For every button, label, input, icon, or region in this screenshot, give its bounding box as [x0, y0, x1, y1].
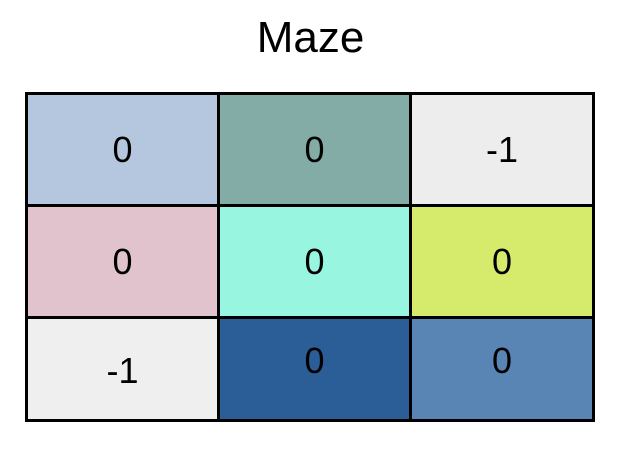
cell-value: 0	[112, 240, 133, 282]
maze-cell-r2-c2: 0	[412, 319, 592, 419]
maze-cell-r0-c2: -1	[412, 95, 592, 204]
maze-cell-r0-c0: 0	[28, 95, 217, 204]
maze-cell-r1-c2: 0	[412, 207, 592, 316]
cell-value: 0	[491, 240, 513, 282]
maze-cell-r1-c0: 0	[28, 207, 217, 316]
maze-cell-r2-c1: 0	[220, 319, 409, 419]
cell-value: 0	[304, 240, 325, 282]
maze-title: Maze	[256, 13, 365, 62]
cell-value: 0	[304, 128, 325, 170]
cell-value: -1	[485, 128, 518, 170]
cell-value: 0	[491, 340, 513, 381]
maze-grid: 0 0 -1 0 0 0 -1 0 0	[25, 92, 595, 422]
maze-cell-r2-c0: -1	[28, 319, 217, 419]
maze-cell-r0-c1: 0	[220, 95, 409, 204]
cell-value: -1	[106, 350, 139, 391]
cell-value: 0	[112, 128, 133, 170]
maze-cell-r1-c1: 0	[220, 207, 409, 316]
cell-value: 0	[304, 340, 325, 381]
